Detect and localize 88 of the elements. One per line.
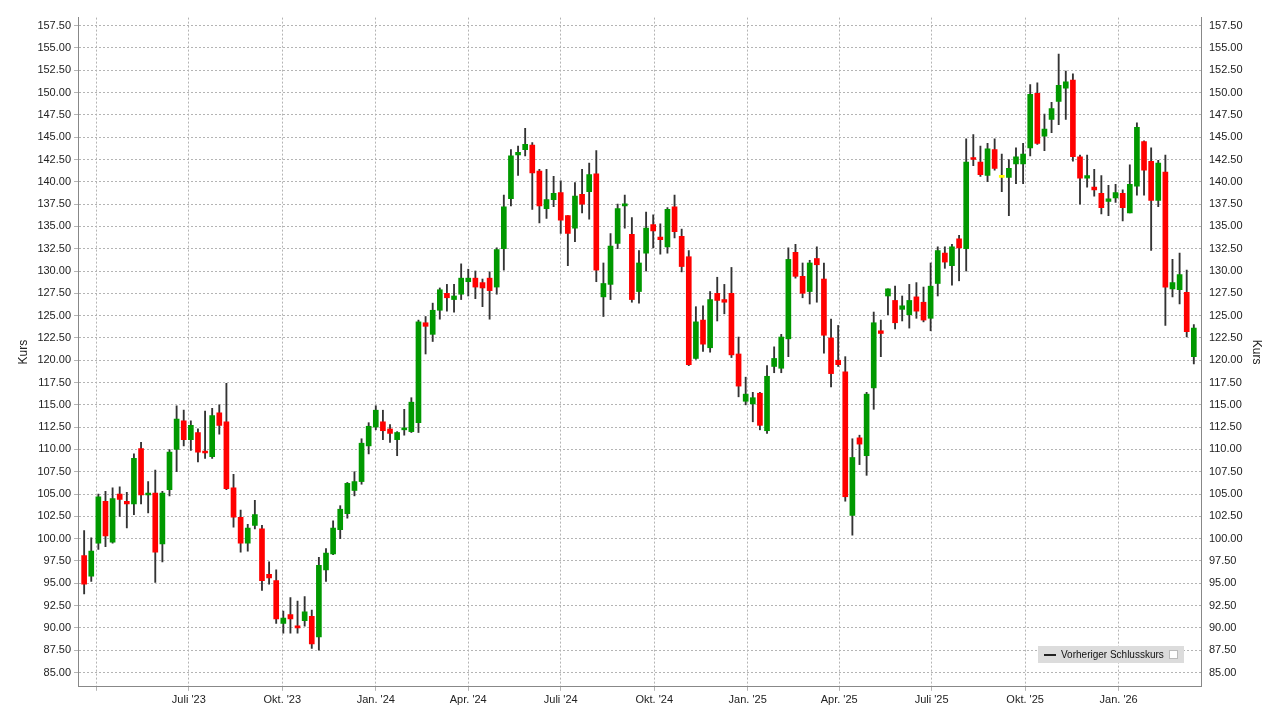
y2-tick-label: 157.50 (1208, 18, 1243, 31)
candlestick (970, 134, 977, 167)
y-tick-label: 145.00 (37, 130, 72, 143)
candlestick (721, 284, 728, 315)
annotation: Vorheriger Schlusskurs (1061, 649, 1164, 660)
legend-box: Vorheriger Schlusskurs (1038, 646, 1184, 663)
candlestick (1091, 168, 1098, 197)
y-tick-label: 107.50 (37, 464, 72, 477)
y2-tick-label: 147.50 (1208, 107, 1243, 120)
y2-tick-label: 125.00 (1208, 308, 1243, 321)
y-tick-label: 127.50 (37, 286, 72, 299)
y2-tick-label: 127.50 (1208, 286, 1243, 299)
x-tick-label: Juli '24 (543, 693, 578, 706)
x-tick-label: Jan. '24 (356, 693, 395, 706)
y-tick-label: 137.50 (37, 197, 72, 210)
candlestick (515, 145, 521, 176)
y-tick-label: 150.00 (37, 85, 72, 98)
x-tick-label: Apr. '25 (820, 693, 858, 706)
y2-tick-label: 105.00 (1208, 487, 1243, 500)
y2-tick-label: 150.00 (1208, 85, 1243, 98)
y2-tick-label: 115.00 (1208, 397, 1242, 410)
x-tick-label: Okt. '23 (263, 693, 302, 706)
y2-tick-label: 112.50 (1208, 420, 1242, 433)
y-tick-label: 87.50 (43, 643, 72, 656)
y-tick-label: 122.50 (37, 330, 72, 343)
y-tick-label: 110.00 (38, 442, 72, 455)
y-tick-label: 97.50 (43, 554, 72, 567)
y2-tick-label: 135.00 (1208, 219, 1243, 232)
y-tick-label: 135.00 (37, 219, 72, 232)
candlestick (1084, 154, 1090, 188)
y2-tick-label: 130.00 (1208, 264, 1243, 277)
candlestick (123, 491, 130, 529)
y2-tick-label: 122.50 (1208, 330, 1243, 343)
y-tick-label: 132.50 (37, 241, 72, 254)
y-tick-label: 120.00 (37, 353, 72, 366)
y-tick-label: 130.00 (37, 264, 72, 277)
x-tick-label: Okt. '25 (1006, 693, 1044, 706)
y2-tick-label: 132.50 (1208, 241, 1243, 254)
x-tick-label: Juli '23 (171, 693, 206, 706)
y-tick-label: 155.00 (37, 40, 72, 53)
y-axis-title: Kurs (15, 339, 30, 365)
y2-tick-label: 100.00 (1208, 531, 1243, 544)
candlestick (813, 246, 820, 303)
y-tick-label: 95.00 (43, 576, 72, 589)
y2-tick-label: 110.00 (1208, 442, 1242, 455)
y2-tick-label: 140.00 (1208, 174, 1243, 187)
y-tick-label: 102.50 (37, 509, 72, 522)
y-tick-label: 140.00 (37, 174, 72, 187)
y2-tick-label: 142.50 (1208, 152, 1243, 165)
x-tick-label: Apr. '24 (449, 693, 487, 706)
candlestick (451, 284, 457, 313)
y2-tick-label: 90.00 (1208, 620, 1237, 633)
y-tick-label: 115.00 (38, 397, 72, 410)
y2-tick-label: 85.00 (1208, 665, 1237, 678)
x-tick-label: Jan. '26 (1099, 693, 1138, 706)
y-tick-label: 90.00 (43, 620, 72, 633)
candlestick (998, 153, 1005, 192)
candlestick (657, 223, 664, 255)
y-tick-label: 105.00 (37, 487, 72, 500)
y2-tick-label: 120.00 (1208, 353, 1243, 366)
y-tick-label: 85.00 (43, 665, 72, 678)
y2-tick-label: 155.00 (1208, 40, 1243, 53)
y2-tick-label: 145.00 (1208, 130, 1243, 143)
x-tick-label: Juli '25 (914, 693, 949, 706)
candlestick (401, 408, 408, 436)
y2-tick-label: 95.00 (1208, 576, 1237, 589)
candlestick (422, 316, 429, 355)
y2-tick-label: 117.50 (1208, 375, 1242, 388)
y-tick-label: 92.50 (43, 598, 72, 611)
candlestick (878, 319, 884, 357)
y2-tick-label: 137.50 (1208, 197, 1243, 210)
y-tick-label: 152.50 (37, 63, 72, 76)
y2-tick-label: 102.50 (1208, 509, 1243, 522)
y2-tick-label: 97.50 (1208, 554, 1237, 567)
x-tick-label: Okt. '24 (635, 693, 674, 706)
y2-tick-label: 152.50 (1208, 63, 1243, 76)
y-tick-label: 100.00 (37, 531, 72, 544)
y-tick-label: 147.50 (37, 107, 72, 120)
x-tick-label: Jan. '25 (728, 693, 767, 706)
y-tick-label: 157.50 (37, 18, 72, 31)
y-tick-label: 125.00 (37, 308, 72, 321)
y2-axis-title: Kurs (1250, 339, 1265, 365)
y-tick-label: 112.50 (38, 420, 72, 433)
y-tick-label: 142.50 (37, 152, 72, 165)
y2-tick-label: 92.50 (1208, 598, 1237, 611)
y-tick-label: 117.50 (38, 375, 72, 388)
y2-tick-label: 107.50 (1208, 464, 1243, 477)
y2-tick-label: 87.50 (1208, 643, 1237, 656)
